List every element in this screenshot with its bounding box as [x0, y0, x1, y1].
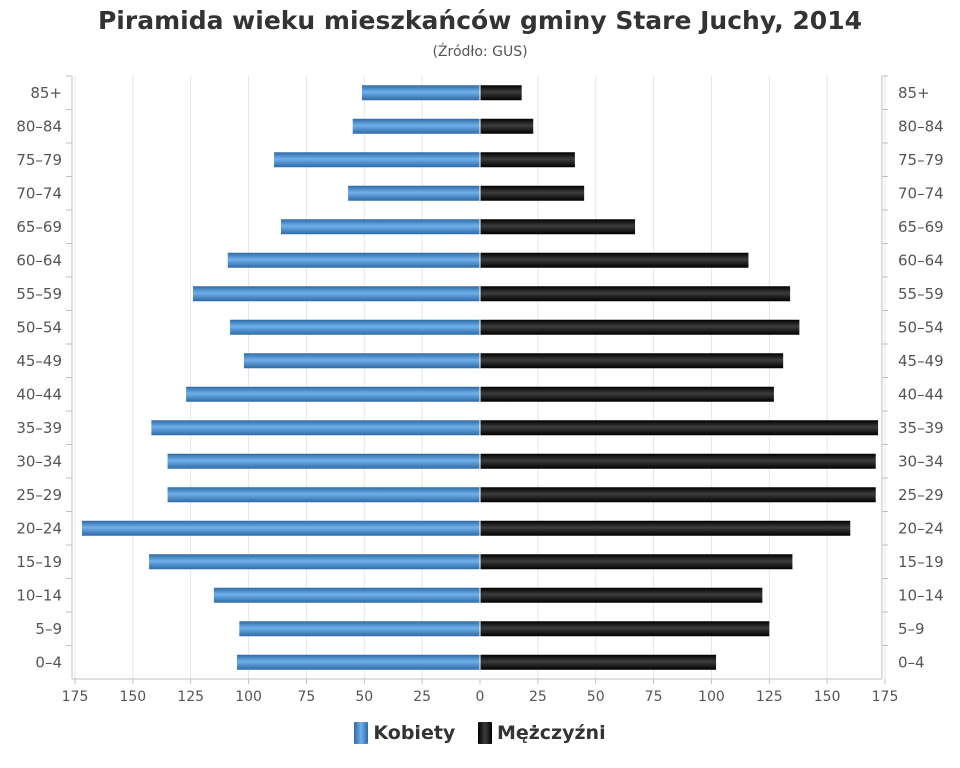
category-label-right: 35–39 — [898, 419, 944, 437]
category-label-left: 35–39 — [16, 419, 62, 437]
category-label-right: 50–54 — [898, 318, 944, 336]
category-label-left: 15–19 — [16, 553, 62, 571]
bar-women — [237, 654, 480, 670]
category-label-right: 25–29 — [898, 486, 944, 504]
category-label-left: 20–24 — [16, 519, 62, 537]
chart-title: Piramida wieku mieszkańców gminy Stare J… — [97, 6, 862, 35]
category-label-left: 60–64 — [16, 251, 62, 269]
bar-men — [480, 185, 585, 201]
category-label-left: 30–34 — [16, 452, 62, 470]
bar-men — [480, 453, 876, 469]
bar-men — [480, 621, 770, 637]
category-label-right: 85+ — [898, 84, 930, 102]
bar-women — [167, 487, 481, 503]
bar-women — [243, 353, 480, 369]
x-tick-label: 25 — [413, 689, 431, 705]
bar-women — [167, 453, 481, 469]
bar-men — [480, 386, 774, 402]
bar-men — [480, 286, 791, 302]
category-label-right: 45–49 — [898, 352, 944, 370]
bar-women — [239, 621, 480, 637]
bar-men — [480, 152, 575, 168]
legend-swatch-men — [477, 722, 492, 744]
bar-women — [361, 85, 480, 101]
category-label-left: 55–59 — [16, 285, 62, 303]
bar-women — [213, 587, 480, 603]
bar-men — [480, 487, 876, 503]
category-label-left: 50–54 — [16, 318, 62, 336]
category-label-left: 45–49 — [16, 352, 62, 370]
x-tick-label: 50 — [355, 689, 373, 705]
category-label-right: 10–14 — [898, 586, 944, 604]
x-tick-label: 150 — [814, 689, 841, 705]
chart-subtitle: (Źródło: GUS) — [432, 44, 528, 60]
bar-women — [227, 252, 480, 268]
x-tick-label: 100 — [235, 689, 262, 705]
legend-swatch-women — [354, 722, 369, 744]
category-label-left: 40–44 — [16, 385, 62, 403]
legend-item-women[interactable]: Kobiety — [354, 722, 455, 744]
bar-men — [480, 118, 534, 134]
category-label-left: 80–84 — [16, 117, 62, 135]
category-label-left: 75–79 — [16, 151, 62, 169]
bar-women — [149, 554, 481, 570]
category-label-left: 0–4 — [35, 653, 62, 671]
bar-women — [151, 420, 480, 436]
category-label-right: 15–19 — [898, 553, 944, 571]
category-label-right: 0–4 — [898, 653, 925, 671]
bar-men — [480, 353, 784, 369]
category-label-right: 40–44 — [898, 385, 944, 403]
category-label-right: 5–9 — [898, 620, 925, 638]
x-tick-label: 125 — [177, 689, 204, 705]
bar-men — [480, 520, 851, 536]
category-label-right: 70–74 — [898, 184, 944, 202]
category-label-left: 65–69 — [16, 218, 62, 236]
bar-men — [480, 319, 800, 335]
x-tick-label: 100 — [698, 689, 725, 705]
bar-men — [480, 654, 717, 670]
category-label-right: 30–34 — [898, 452, 944, 470]
bar-men — [480, 252, 749, 268]
bar-women — [193, 286, 480, 302]
legend: Kobiety Mężczyźni — [0, 722, 960, 749]
category-label-left: 5–9 — [35, 620, 62, 638]
bar-men — [480, 219, 636, 235]
category-label-right: 80–84 — [898, 117, 944, 135]
bar-men — [480, 587, 763, 603]
bar-women — [274, 152, 480, 168]
bar-men — [480, 420, 879, 436]
bar-women — [186, 386, 481, 402]
category-label-left: 85+ — [30, 84, 62, 102]
bar-women — [348, 185, 480, 201]
x-tick-label: 75 — [645, 689, 663, 705]
bar-women — [81, 520, 480, 536]
x-tick-label: 50 — [587, 689, 605, 705]
x-tick-label: 125 — [756, 689, 783, 705]
category-label-left: 25–29 — [16, 486, 62, 504]
x-tick-label: 0 — [476, 689, 485, 705]
category-label-right: 75–79 — [898, 151, 944, 169]
x-tick-label: 25 — [529, 689, 547, 705]
bar-men — [480, 85, 522, 101]
category-label-right: 60–64 — [898, 251, 944, 269]
category-label-right: 20–24 — [898, 519, 944, 537]
x-tick-label: 150 — [119, 689, 146, 705]
category-label-right: 55–59 — [898, 285, 944, 303]
bar-women — [352, 118, 480, 134]
category-label-right: 65–69 — [898, 218, 944, 236]
legend-label-women: Kobiety — [373, 722, 456, 744]
legend-item-men[interactable]: Mężczyźni — [477, 722, 606, 744]
bar-women — [280, 219, 480, 235]
x-tick-label: 75 — [298, 689, 316, 705]
bar-women — [230, 319, 480, 335]
category-label-left: 10–14 — [16, 586, 62, 604]
bar-men — [480, 554, 793, 570]
category-label-left: 70–74 — [16, 184, 62, 202]
legend-label-men: Mężczyźni — [496, 722, 606, 744]
x-tick-label: 175 — [872, 689, 899, 705]
x-tick-label: 175 — [62, 689, 89, 705]
